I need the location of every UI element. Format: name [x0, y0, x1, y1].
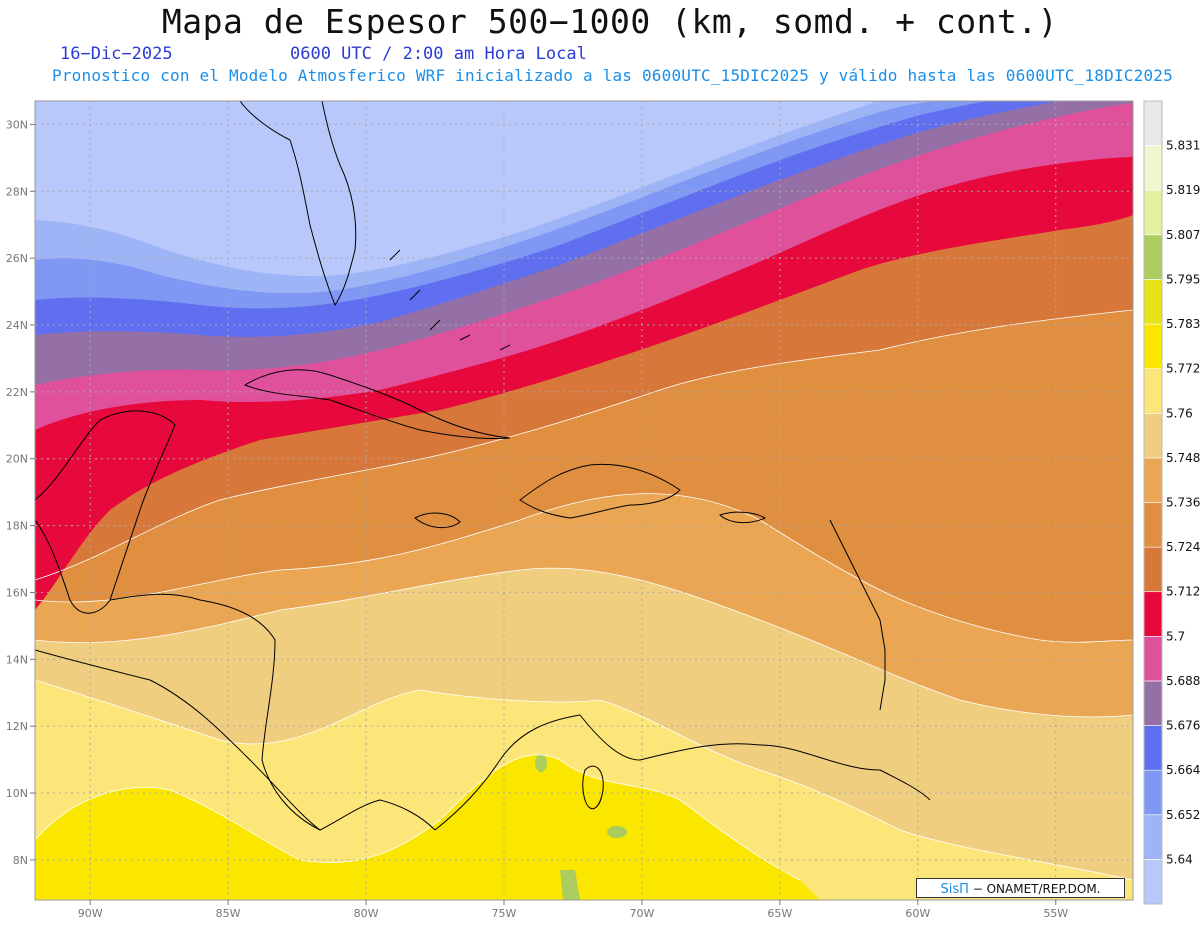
colorbar-label: 5.676	[1166, 719, 1200, 733]
band-5795	[560, 870, 580, 900]
colorbar-swatch	[1143, 100, 1163, 146]
central-america-caribbean-coast	[109, 593, 321, 831]
lon-tick-label: 75W	[492, 907, 517, 920]
colorbar-label: 5.748	[1166, 451, 1200, 465]
colorbar-swatch	[1143, 859, 1163, 905]
colorbar-label: 5.807	[1166, 228, 1200, 242]
bahamas	[389, 249, 511, 351]
yucatan-coastline	[35, 410, 176, 614]
colorbar-swatch	[1143, 279, 1163, 325]
colorbar-label: 5.688	[1166, 674, 1200, 688]
lat-tick-label: 24N	[6, 319, 28, 332]
colorbar-label: 5.795	[1166, 272, 1200, 286]
lon-tick-label: 70W	[629, 907, 654, 920]
lon-tick-label: 80W	[354, 907, 379, 920]
lat-tick-label: 12N	[6, 720, 28, 733]
sis-brand: SisΠ	[940, 882, 969, 897]
colorbar-label: 5.7	[1166, 629, 1185, 643]
colorbar-label: 5.736	[1166, 496, 1200, 510]
contour-line	[35, 679, 1133, 881]
colorbar-label: 5.64	[1166, 852, 1193, 866]
colorbar-label: 5.652	[1166, 808, 1200, 822]
colorbar-label: 5.772	[1166, 362, 1200, 376]
contour-line	[35, 309, 1133, 581]
colorbar-swatch	[1143, 725, 1163, 771]
lon-tick-label: 90W	[78, 907, 103, 920]
jamaica-coastline	[414, 512, 461, 528]
colorbar-swatch	[1143, 457, 1163, 503]
lon-tick-label: 85W	[216, 907, 241, 920]
colorbar-swatch	[1143, 234, 1163, 280]
map-title: Mapa de Espesor 500−1000 (km, somd. + co…	[161, 2, 1059, 41]
lon-tick-label: 65W	[767, 907, 792, 920]
colorbar-label: 5.712	[1166, 585, 1200, 599]
florida-coastline	[239, 101, 357, 307]
colorbar-swatch	[1143, 412, 1163, 459]
colorbar-swatch	[1143, 636, 1163, 682]
colorbar-swatch	[1143, 769, 1163, 816]
colorbar-swatch	[1143, 814, 1163, 860]
contour-lines	[35, 309, 1133, 881]
south-america-coastline	[434, 714, 931, 831]
puerto-rico-coastline	[719, 511, 767, 523]
lat-tick-label: 22N	[6, 386, 28, 399]
lat-tick-label: 30N	[6, 118, 28, 131]
lat-axis: 30N 28N 26N 24N 22N 20N 18N 16N 14N 12N 10N 8N	[6, 118, 35, 867]
colorbar-label: 5.724	[1166, 540, 1200, 554]
colorbar-swatch	[1143, 189, 1163, 236]
cuba-coastline	[243, 369, 511, 440]
map-frame	[34, 100, 1134, 901]
contour-line	[35, 567, 1133, 718]
colorbar-swatch	[1143, 145, 1163, 191]
lon-axis: 90W 85W 80W 75W 70W 65W 60W 55W	[78, 900, 1068, 920]
lon-tick-label: 60W	[905, 907, 930, 920]
lat-tick-label: 18N	[6, 520, 28, 533]
credit-box: SisΠ − ONAMET/REP.DOM.	[916, 878, 1125, 898]
lesser-antilles	[829, 519, 886, 711]
colorbar-swatch	[1143, 680, 1163, 726]
band-5795	[607, 826, 627, 838]
lat-tick-label: 8N	[13, 854, 28, 867]
colorbar-swatch	[1143, 323, 1163, 369]
lat-tick-label: 28N	[6, 185, 28, 198]
thickness-fill-layer	[35, 101, 1133, 900]
contour-line	[35, 493, 1133, 643]
band-5783	[35, 754, 820, 900]
lat-tick-label: 16N	[6, 586, 28, 599]
colorbar-label: 5.664	[1166, 763, 1200, 777]
colorbar-frame	[1143, 100, 1163, 905]
credit-text: − ONAMET/REP.DOM.	[972, 882, 1101, 896]
lon-tick-label: 55W	[1043, 907, 1068, 920]
band-5795	[535, 754, 547, 772]
contour-line	[35, 754, 801, 881]
band-5640	[35, 101, 875, 277]
colorbar-label: 5.819	[1166, 183, 1200, 197]
colorbar-swatch	[1143, 368, 1163, 414]
colorbar-label: 5.76	[1166, 406, 1193, 420]
colorbar-swatch	[1143, 546, 1163, 593]
time-label: 0600 UTC / 2:00 am Hora Local	[290, 44, 587, 64]
hispaniola-coastline	[519, 463, 681, 519]
lat-tick-label: 26N	[6, 252, 28, 265]
lake-maracaibo	[582, 765, 604, 810]
coastlines	[35, 101, 931, 831]
colorbar-label: 5.831	[1166, 139, 1200, 153]
lat-tick-label: 10N	[6, 787, 28, 800]
forecast-info: Pronostico con el Modelo Atmosferico WRF…	[52, 66, 1173, 85]
date-label: 16−Dic−2025	[60, 44, 173, 64]
colorbar: 5.64 5.652 5.664 5.676 5.688 5.7 5.712 5.724 5.7…	[1143, 100, 1200, 905]
grid-lines	[35, 101, 1133, 900]
colorbar-label: 5.783	[1166, 317, 1200, 331]
lat-tick-label: 14N	[6, 653, 28, 666]
colorbar-swatch	[1143, 502, 1163, 548]
colorbar-swatch	[1143, 591, 1163, 637]
lat-tick-label: 20N	[6, 453, 28, 466]
